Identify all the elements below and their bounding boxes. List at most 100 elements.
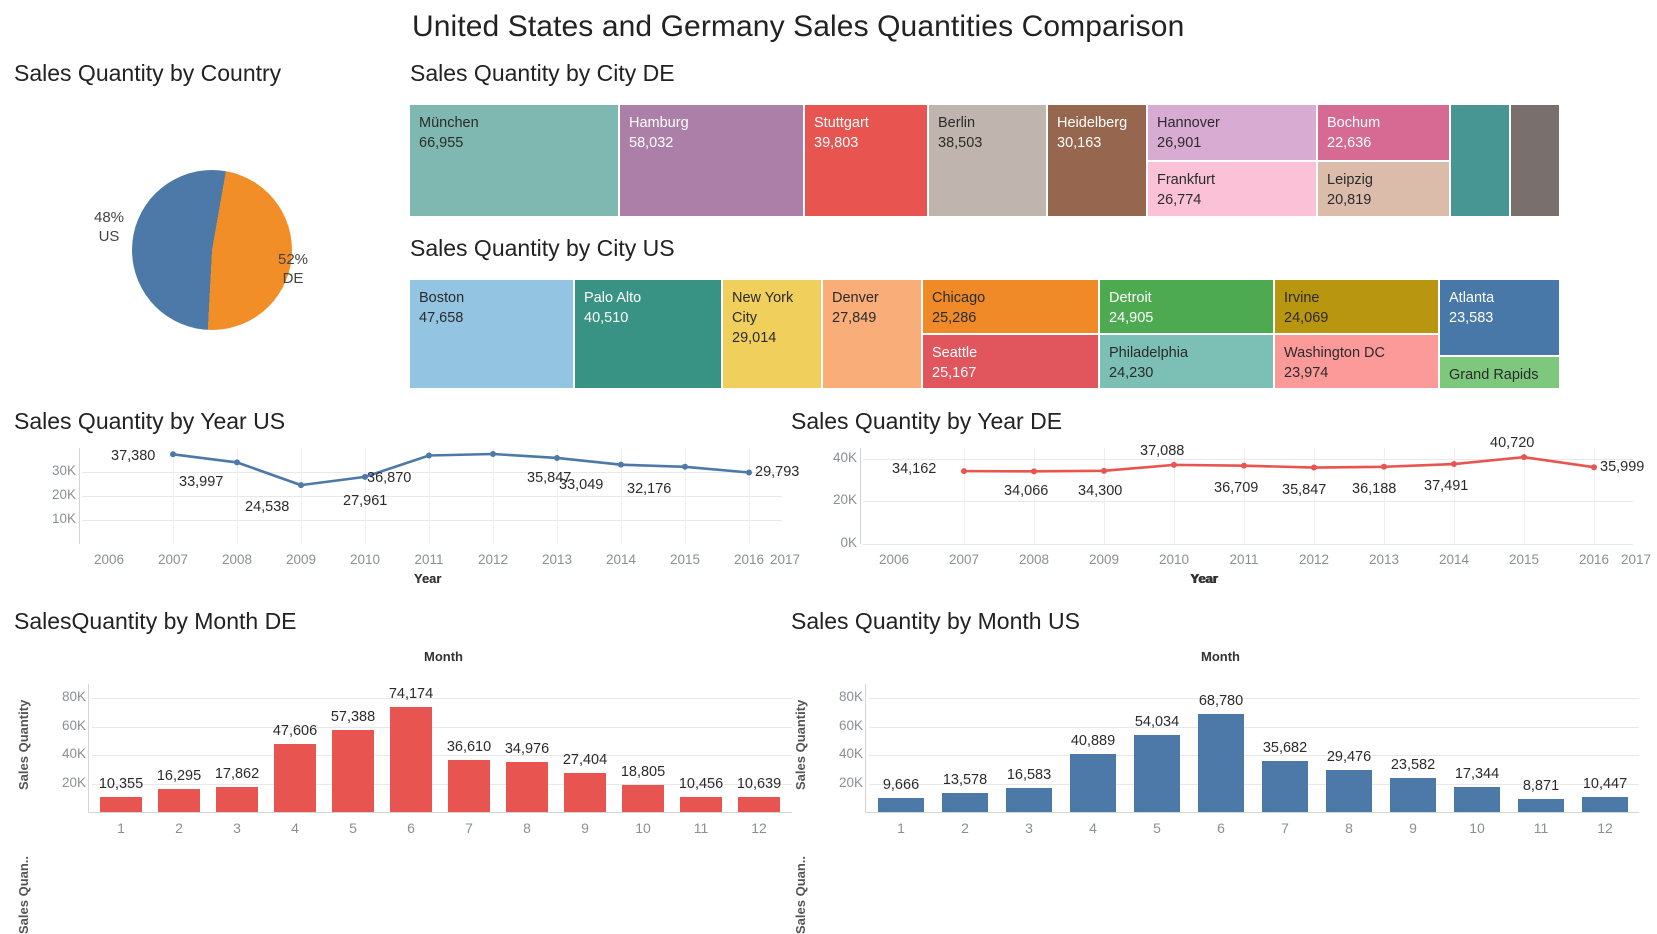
bar[interactable] — [274, 744, 316, 812]
treemap-cell[interactable]: Washington DC 23,974 — [1275, 335, 1440, 390]
bar[interactable] — [1582, 797, 1628, 812]
gridline — [621, 448, 622, 544]
line-de-y-axis-title: Sales Quan.. — [793, 855, 808, 934]
bar[interactable] — [1006, 788, 1052, 812]
treemap-cell-name: Boston — [419, 290, 465, 306]
treemap-cell[interactable]: Hamburg 58,032 — [620, 105, 805, 218]
pie-circle[interactable] — [132, 170, 292, 330]
bar-de-header: Month — [424, 649, 463, 664]
treemap-cell[interactable]: Philadelphia 24,230 — [1100, 335, 1275, 390]
bar[interactable] — [1134, 735, 1180, 812]
bar-us-plot[interactable]: 80K 60K 40K 20K 9,666 1 13,578 2 16,583 3 40,889 4 5… — [791, 666, 1657, 851]
bar[interactable] — [878, 798, 924, 812]
treemap-cell[interactable]: Denver 27,849 — [823, 280, 923, 390]
y-axis-tick: 60K — [61, 717, 86, 733]
treemap-cell-name: Hamburg — [629, 115, 689, 131]
gridline — [869, 726, 1639, 728]
gridline — [1594, 448, 1595, 544]
bar-value-label: 23,582 — [1390, 757, 1436, 774]
bar-value-label: 10,447 — [1582, 776, 1628, 793]
bar[interactable] — [506, 762, 548, 812]
treemap-cell[interactable]: Atlanta 23,583 — [1440, 280, 1561, 357]
bar[interactable] — [158, 788, 200, 812]
x-axis-tick: 5 — [349, 820, 357, 836]
x-axis-tick: 1 — [117, 820, 125, 836]
gridline — [92, 726, 792, 728]
gridline — [1384, 448, 1385, 544]
bar-de-plot[interactable]: 80K 60K 40K 20K 10,355 1 16,295 2 17,862 3 47,606 4… — [14, 666, 792, 851]
x-axis-tick: 12 — [1597, 820, 1613, 836]
line-de-plot[interactable]: 40K 20K 0K 2006 2007 2008 2009 2010 2011 2012 2013… — [791, 435, 1657, 567]
bar[interactable] — [332, 730, 374, 812]
bar[interactable] — [1326, 770, 1372, 812]
treemap-cell[interactable]: Heidelberg 30,163 — [1048, 105, 1148, 218]
bar[interactable] — [942, 792, 988, 812]
treemap-cell[interactable]: Frankfurt 26,774 — [1148, 162, 1318, 218]
data-label: 37,088 — [1140, 442, 1185, 459]
x-axis-tick: 2016 — [1578, 552, 1610, 567]
y-axis-line — [865, 684, 866, 812]
treemap-cell[interactable]: Bochum 22,636 — [1318, 105, 1451, 162]
bar[interactable] — [1198, 714, 1244, 812]
data-label: 36,709 — [1214, 479, 1259, 496]
line-series[interactable] — [791, 442, 1657, 584]
treemap-cell[interactable]: Grand Rapids — [1440, 357, 1561, 390]
bar[interactable] — [1070, 753, 1116, 812]
treemap-cell[interactable]: Leipzig 20,819 — [1318, 162, 1451, 218]
bar[interactable] — [738, 796, 780, 812]
bar[interactable] — [1518, 799, 1564, 812]
x-axis-tick: 6 — [1217, 820, 1225, 836]
line-us-title: Sales Quantity by Year US — [14, 408, 286, 434]
bar[interactable] — [680, 797, 722, 812]
bar[interactable] — [216, 786, 258, 812]
gridline — [1244, 448, 1245, 544]
x-axis-tick: 2006 — [93, 552, 125, 567]
x-axis-tick: 2006 — [878, 552, 910, 567]
bar[interactable] — [448, 759, 490, 812]
x-axis-tick: 4 — [291, 820, 299, 836]
gridline — [685, 448, 686, 544]
treemap-cell-value: 39,803 — [814, 135, 859, 151]
bar-value-label: 8,871 — [1522, 778, 1560, 795]
line-series[interactable] — [14, 442, 902, 584]
gridline — [869, 698, 1639, 700]
panel-sales-by-country: Sales Quantity by Country 48% US 52% DE — [14, 60, 404, 390]
treemap-us[interactable]: Boston 47,658 Palo Alto 40,510 New York City… — [410, 280, 1657, 390]
bar[interactable] — [622, 785, 664, 812]
treemap-de[interactable]: München 66,955 Hamburg 58,032 Stuttgart 39,80… — [410, 105, 1657, 218]
treemap-cell-name: Heidelberg — [1057, 115, 1128, 131]
treemap-cell[interactable]: Berlin 38,503 — [929, 105, 1048, 218]
bar[interactable] — [1454, 787, 1500, 812]
treemap-cell[interactable] — [1511, 105, 1561, 218]
treemap-cell[interactable]: Detroit 24,905 — [1100, 280, 1275, 335]
bar[interactable] — [390, 706, 432, 812]
y-axis-tick: 40K — [61, 746, 86, 762]
bar-value-label: 10,456 — [678, 776, 724, 793]
x-axis-tick: 7 — [465, 820, 473, 836]
pie-chart[interactable] — [132, 170, 292, 330]
treemap-cell[interactable]: New York City 29,014 — [723, 280, 823, 390]
bar[interactable] — [564, 773, 606, 812]
bar-value-label: 34,976 — [504, 741, 550, 758]
treemap-cell[interactable]: Boston 47,658 — [410, 280, 575, 390]
pie-label-de-name: DE — [282, 270, 304, 287]
x-axis-line — [865, 812, 1639, 813]
treemap-cell[interactable]: Seattle 25,167 — [923, 335, 1100, 390]
treemap-cell[interactable]: Palo Alto 40,510 — [575, 280, 723, 390]
treemap-cell[interactable]: Hannover 26,901 — [1148, 105, 1318, 162]
bar[interactable] — [1262, 761, 1308, 812]
bar[interactable] — [100, 797, 142, 812]
bar[interactable] — [1390, 778, 1436, 812]
line-us-plot[interactable]: 30K 20K 10K 2006 2007 2008 2009 2010 2011 2012 201… — [14, 442, 800, 567]
pie-chart-title: Sales Quantity by Country — [14, 60, 282, 86]
bar-value-label: 54,034 — [1134, 714, 1180, 731]
treemap-cell-value: 24,905 — [1109, 310, 1154, 326]
treemap-cell[interactable] — [1451, 105, 1511, 218]
treemap-cell[interactable]: Stuttgart 39,803 — [805, 105, 929, 218]
treemap-cell[interactable]: München 66,955 — [410, 105, 620, 218]
panel-sales-by-year-us: Sales Quantity by Year US Sales Quan.. Y… — [14, 408, 800, 934]
treemap-cell[interactable]: Chicago 25,286 — [923, 280, 1100, 335]
treemap-cell[interactable]: Irvine 24,069 — [1275, 280, 1440, 335]
y-axis-tick: 60K — [838, 717, 863, 733]
panel-sales-by-month-de: SalesQuantity by Month DE Month Sales Qu… — [14, 608, 792, 851]
